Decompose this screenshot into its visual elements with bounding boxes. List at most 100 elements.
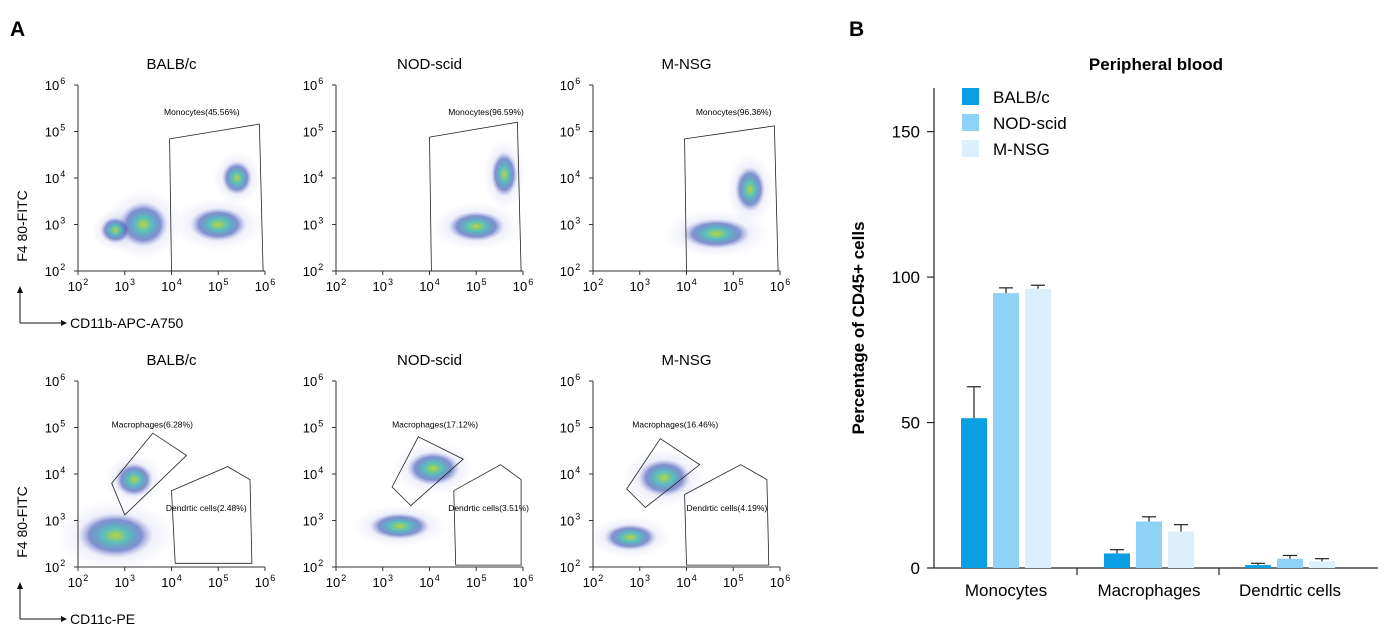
- tick-base: 10: [583, 279, 597, 294]
- tick-exponent: 4: [575, 169, 580, 179]
- tick-base: 10: [419, 575, 433, 590]
- facs-gate: [626, 438, 701, 509]
- facs-x-tick-label: 103: [115, 277, 135, 294]
- facs-y-tick-label: 104: [303, 169, 323, 186]
- x-axis-arrowhead: [61, 616, 67, 622]
- tick-exponent: 3: [318, 512, 323, 522]
- tick-exponent: 6: [528, 277, 533, 287]
- tick-exponent: 6: [60, 76, 65, 86]
- facs-plot-title: BALB/c: [146, 352, 197, 369]
- bar-category-label: Macrophages: [1097, 581, 1200, 600]
- facs-gate: [684, 464, 770, 566]
- tick-exponent: 5: [481, 573, 486, 583]
- facs-y-tick-label: 105: [303, 123, 323, 140]
- tick-exponent: 3: [60, 216, 65, 226]
- tick-base: 10: [45, 374, 59, 389]
- tick-base: 10: [513, 575, 527, 590]
- facs-y-tick-label: 103: [303, 512, 323, 529]
- facs-x-tick-label: 106: [513, 573, 533, 590]
- tick-exponent: 3: [645, 573, 650, 583]
- facs-x-tick-label: 105: [466, 277, 486, 294]
- tick-base: 10: [466, 279, 480, 294]
- tick-exponent: 4: [318, 465, 323, 475]
- facs-y-tick-label: 106: [560, 76, 580, 93]
- tick-exponent: 5: [60, 123, 65, 133]
- bar-y-tick-label: 50: [901, 414, 920, 433]
- bar-chart-title: Peripheral blood: [1089, 55, 1223, 74]
- bar-0-1: [993, 293, 1019, 568]
- tick-exponent: 3: [645, 277, 650, 287]
- facs-y-tick-label: 105: [45, 123, 65, 140]
- tick-base: 10: [208, 575, 222, 590]
- facs-x-tick-label: 106: [255, 573, 275, 590]
- facs-density: [637, 459, 691, 497]
- tick-base: 10: [723, 575, 737, 590]
- tick-base: 10: [303, 514, 317, 529]
- tick-base: 10: [115, 279, 129, 294]
- tick-exponent: 3: [130, 277, 135, 287]
- tick-base: 10: [45, 421, 59, 436]
- tick-exponent: 3: [575, 512, 580, 522]
- tick-exponent: 5: [60, 419, 65, 429]
- facs-y-tick-label: 105: [560, 419, 580, 436]
- facs-x-tick-label: 103: [373, 573, 393, 590]
- facs-y-tick-label: 103: [45, 512, 65, 529]
- tick-exponent: 5: [318, 419, 323, 429]
- tick-exponent: 2: [575, 262, 580, 272]
- facs-plot: M-NSG102102103103104104105105106106Macro…: [560, 352, 790, 590]
- facs-y-axis-label: F4 80-FITC: [14, 190, 30, 262]
- bar-category-label: Monocytes: [965, 581, 1047, 600]
- facs-y-tick-label: 103: [303, 216, 323, 233]
- tick-exponent: 4: [318, 169, 323, 179]
- facs-y-tick-label: 102: [303, 558, 323, 575]
- facs-x-tick-label: 104: [676, 277, 696, 294]
- facs-y-tick-label: 104: [303, 465, 323, 482]
- tick-base: 10: [560, 421, 574, 436]
- facs-gate: [453, 464, 522, 566]
- tick-exponent: 2: [318, 262, 323, 272]
- tick-base: 10: [326, 279, 340, 294]
- facs-y-tick-label: 105: [303, 419, 323, 436]
- tick-exponent: 2: [341, 573, 346, 583]
- facs-gate-label: Macrophages(6.28%): [112, 420, 193, 430]
- facs-x-tick-label: 105: [208, 277, 228, 294]
- tick-exponent: 6: [318, 372, 323, 382]
- bar-y-tick-label: 0: [911, 559, 920, 578]
- facs-y-tick-label: 106: [303, 372, 323, 389]
- tick-exponent: 6: [575, 372, 580, 382]
- tick-exponent: 4: [60, 169, 65, 179]
- tick-base: 10: [68, 279, 82, 294]
- facs-gate: [684, 125, 779, 272]
- facs-y-tick-label: 105: [45, 419, 65, 436]
- tick-exponent: 4: [177, 277, 182, 287]
- tick-base: 10: [208, 279, 222, 294]
- facs-x-tick-label: 103: [630, 277, 650, 294]
- tick-base: 10: [45, 218, 59, 233]
- tick-exponent: 2: [60, 558, 65, 568]
- facs-y-tick-label: 103: [560, 512, 580, 529]
- facs-density: [682, 218, 751, 249]
- facs-x-tick-label: 104: [676, 573, 696, 590]
- facs-gate-label: Dendrtic cells(4.19%): [687, 503, 768, 513]
- facs-density: [221, 161, 252, 195]
- bar-0-0: [961, 418, 987, 568]
- tick-base: 10: [45, 560, 59, 575]
- tick-exponent: 5: [481, 277, 486, 287]
- tick-base: 10: [45, 264, 59, 279]
- facs-y-axis-label: F4 80-FITC: [14, 486, 30, 558]
- legend-label: M-NSG: [993, 140, 1050, 159]
- facs-plot: NOD-scid102102103103104104105105106106Mo…: [303, 56, 533, 294]
- tick-exponent: 5: [738, 277, 743, 287]
- tick-base: 10: [45, 78, 59, 93]
- facs-plot-title: BALB/c: [146, 56, 197, 73]
- facs-x-axis-label: CD11c-PE: [70, 611, 135, 627]
- tick-exponent: 4: [435, 277, 440, 287]
- tick-base: 10: [723, 279, 737, 294]
- facs-x-tick-label: 105: [208, 573, 228, 590]
- y-axis-arrowhead: [17, 582, 23, 589]
- tick-base: 10: [303, 421, 317, 436]
- tick-exponent: 5: [223, 277, 228, 287]
- facs-density: [604, 524, 657, 551]
- tick-base: 10: [630, 575, 644, 590]
